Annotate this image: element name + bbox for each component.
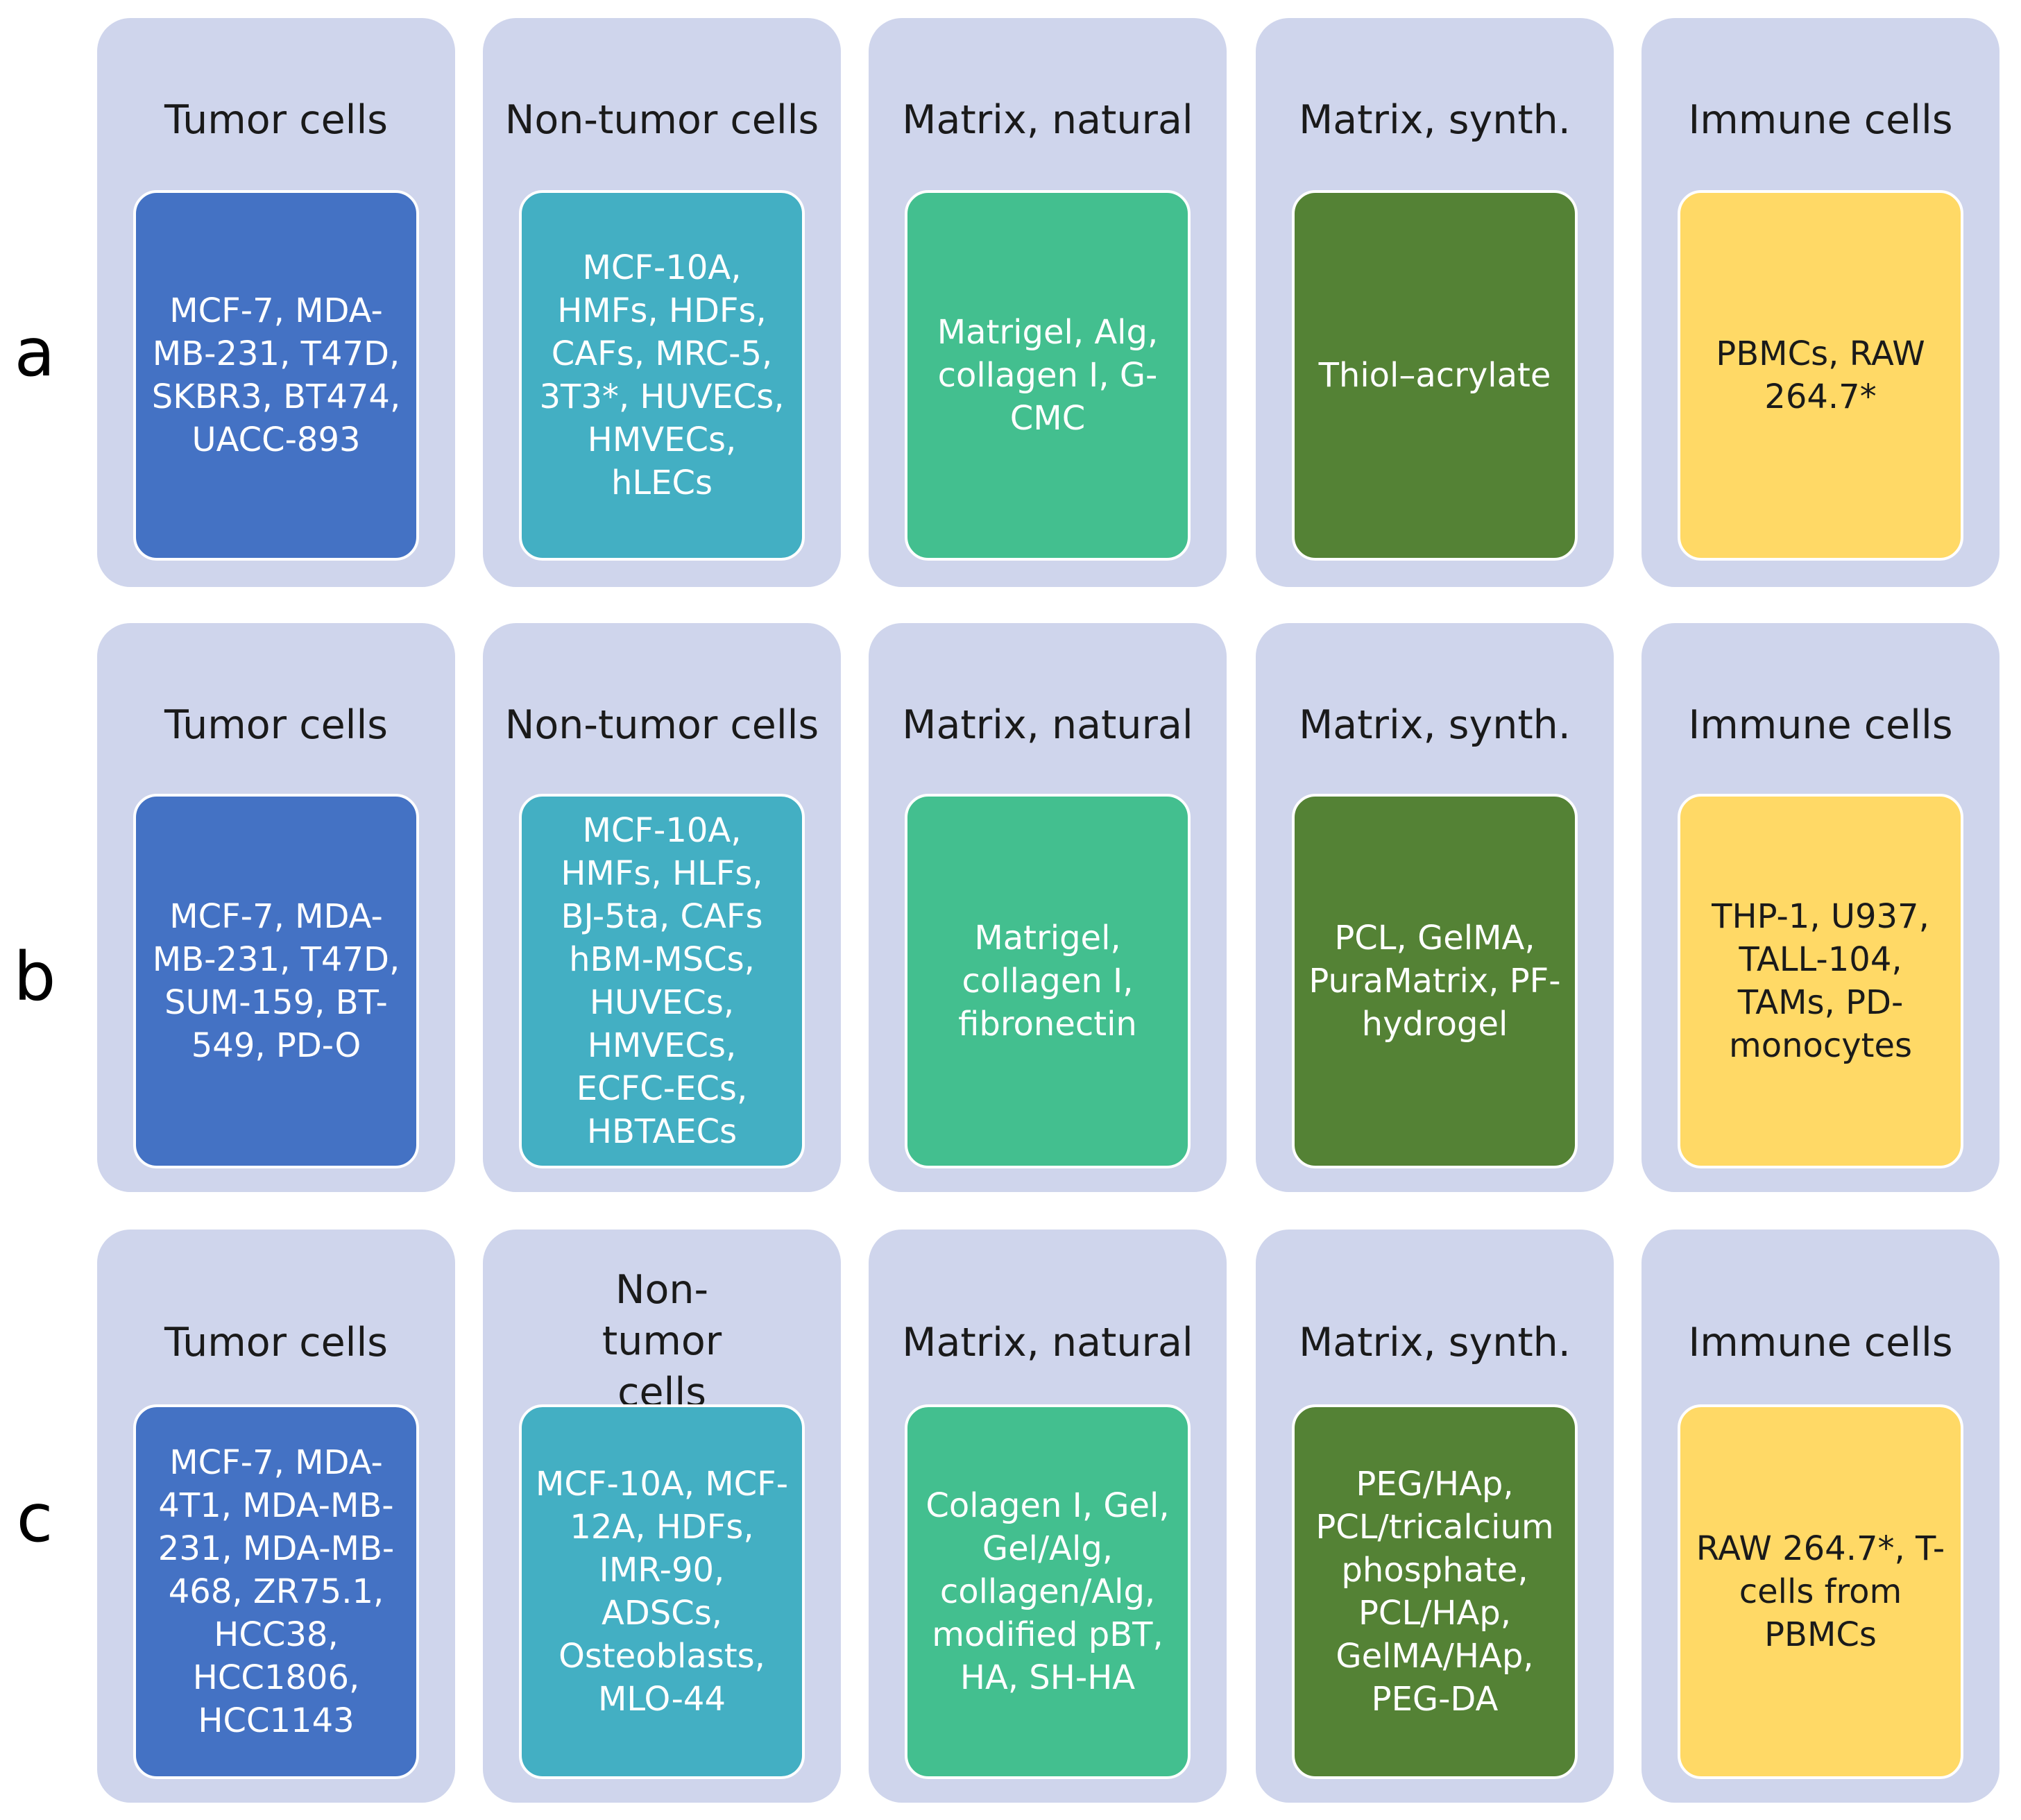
panel-a-immune-cells: Immune cells PBMCs, RAW 264.7* — [1641, 18, 1999, 587]
row-label-c: c — [16, 1479, 53, 1557]
panel-title: Matrix, natural — [902, 702, 1193, 748]
inner-box-matrix-synth: PCL, GelMA, PuraMatrix, PF-hydrogel — [1292, 794, 1578, 1168]
panel-title: Immune cells — [1688, 97, 1953, 143]
row-label-a: a — [14, 314, 56, 391]
inner-box-tumor: MCF-7, MDA-4T1, MDA-MB-231, MDA-MB-468, … — [133, 1404, 419, 1779]
panel-title: Non-tumor cells — [504, 702, 819, 748]
inner-content: Matrigel, Alg, collagen I, G-CMC — [937, 313, 1159, 438]
panel-c-matrix-synth: Matrix, synth. PEG/HAp, PCL/tricalcium p… — [1256, 1230, 1614, 1803]
inner-content: MCF-10A, HMFs, HLFs, BJ-5ta, CAFs hBM-MS… — [561, 811, 763, 1151]
panel-b-matrix-natural: Matrix, natural Matrigel, collagen I, fi… — [869, 623, 1227, 1192]
row-label-b: b — [13, 938, 56, 1016]
inner-content: MCF-7, MDA-4T1, MDA-MB-231, MDA-MB-468, … — [157, 1443, 395, 1740]
inner-box-tumor: MCF-7, MDA-MB-231, T47D, SKBR3, BT474, U… — [133, 190, 419, 561]
inner-content: THP-1, U937, TALL-104, TAMs, PD-monocyte… — [1712, 897, 1929, 1065]
panel-title: Tumor cells — [164, 1320, 389, 1366]
inner-content: PCL, GelMA, PuraMatrix, PF-hydrogel — [1308, 919, 1561, 1044]
inner-content: PEG/HAp, PCL/tricalcium phosphate, PCL/H… — [1315, 1465, 1554, 1719]
inner-box-matrix-natural: Matrigel, Alg, collagen I, G-CMC — [905, 190, 1191, 561]
inner-content: MCF-10A, HMFs, HDFs, CAFs, MRC-5, 3T3*, … — [539, 248, 785, 502]
inner-box-non-tumor: MCF-10A, MCF-12A, HDFs, IMR-90, ADSCs, O… — [519, 1404, 805, 1779]
panel-title: Tumor cells — [164, 97, 389, 143]
panel-b-non-tumor-cells: Non-tumor cells MCF-10A, HMFs, HLFs, BJ-… — [483, 623, 841, 1192]
inner-box-immune: RAW 264.7*, T-cells from PBMCs — [1678, 1404, 1963, 1779]
inner-box-matrix-synth: Thiol–acrylate — [1292, 190, 1578, 561]
panel-title: Matrix, natural — [902, 97, 1193, 143]
inner-content: MCF-7, MDA-MB-231, T47D, SUM-159, BT-549… — [152, 897, 400, 1065]
inner-box-matrix-synth: PEG/HAp, PCL/tricalcium phosphate, PCL/H… — [1292, 1404, 1578, 1779]
inner-content: Colagen I, Gel, Gel/Alg, collagen/Alg, m… — [926, 1486, 1170, 1697]
panel-c-non-tumor-cells: Non-tumor cells MCF-10A, MCF-12A, HDFs, … — [483, 1230, 841, 1803]
panel-title: Non-tumor cells — [602, 1267, 722, 1415]
panel-c-immune-cells: Immune cells RAW 264.7*, T-cells from PB… — [1641, 1230, 1999, 1803]
inner-box-non-tumor: MCF-10A, HMFs, HDFs, CAFs, MRC-5, 3T3*, … — [519, 190, 805, 561]
panel-c-tumor-cells: Tumor cells MCF-7, MDA-4T1, MDA-MB-231, … — [97, 1230, 455, 1803]
inner-content: Thiol–acrylate — [1318, 356, 1551, 395]
inner-content: RAW 264.7*, T-cells from PBMCs — [1696, 1529, 1945, 1654]
panel-title: Matrix, natural — [902, 1320, 1193, 1366]
panel-title: Immune cells — [1688, 702, 1953, 748]
panel-a-matrix-synth: Matrix, synth. Thiol–acrylate — [1256, 18, 1614, 587]
panel-title: Tumor cells — [164, 702, 389, 748]
panel-a-tumor-cells: Tumor cells MCF-7, MDA-MB-231, T47D, SKB… — [97, 18, 455, 587]
panel-title: Matrix, synth. — [1299, 702, 1571, 748]
inner-box-tumor: MCF-7, MDA-MB-231, T47D, SUM-159, BT-549… — [133, 794, 419, 1168]
inner-box-non-tumor: MCF-10A, HMFs, HLFs, BJ-5ta, CAFs hBM-MS… — [519, 794, 805, 1168]
inner-content: MCF-7, MDA-MB-231, T47D, SKBR3, BT474, U… — [151, 291, 401, 459]
panel-b-matrix-synth: Matrix, synth. PCL, GelMA, PuraMatrix, P… — [1256, 623, 1614, 1192]
inner-box-matrix-natural: Colagen I, Gel, Gel/Alg, collagen/Alg, m… — [905, 1404, 1191, 1779]
panel-title: Immune cells — [1688, 1320, 1953, 1366]
panel-title: Matrix, synth. — [1299, 1320, 1571, 1366]
panel-c-matrix-natural: Matrix, natural Colagen I, Gel, Gel/Alg,… — [869, 1230, 1227, 1803]
inner-box-immune: THP-1, U937, TALL-104, TAMs, PD-monocyte… — [1678, 794, 1963, 1168]
panel-b-tumor-cells: Tumor cells MCF-7, MDA-MB-231, T47D, SUM… — [97, 623, 455, 1192]
inner-content: MCF-10A, MCF-12A, HDFs, IMR-90, ADSCs, O… — [535, 1465, 789, 1719]
panel-title: Matrix, synth. — [1299, 97, 1571, 143]
inner-box-immune: PBMCs, RAW 264.7* — [1678, 190, 1963, 561]
panel-a-non-tumor-cells: Non-tumor cells MCF-10A, HMFs, HDFs, CAF… — [483, 18, 841, 587]
panel-a-matrix-natural: Matrix, natural Matrigel, Alg, collagen … — [869, 18, 1227, 587]
inner-content: PBMCs, RAW 264.7* — [1716, 334, 1925, 416]
inner-box-matrix-natural: Matrigel, collagen I, fibronectin — [905, 794, 1191, 1168]
panel-b-immune-cells: Immune cells THP-1, U937, TALL-104, TAMs… — [1641, 623, 1999, 1192]
inner-content: Matrigel, collagen I, fibronectin — [958, 919, 1137, 1044]
panel-title: Non-tumor cells — [504, 97, 819, 143]
